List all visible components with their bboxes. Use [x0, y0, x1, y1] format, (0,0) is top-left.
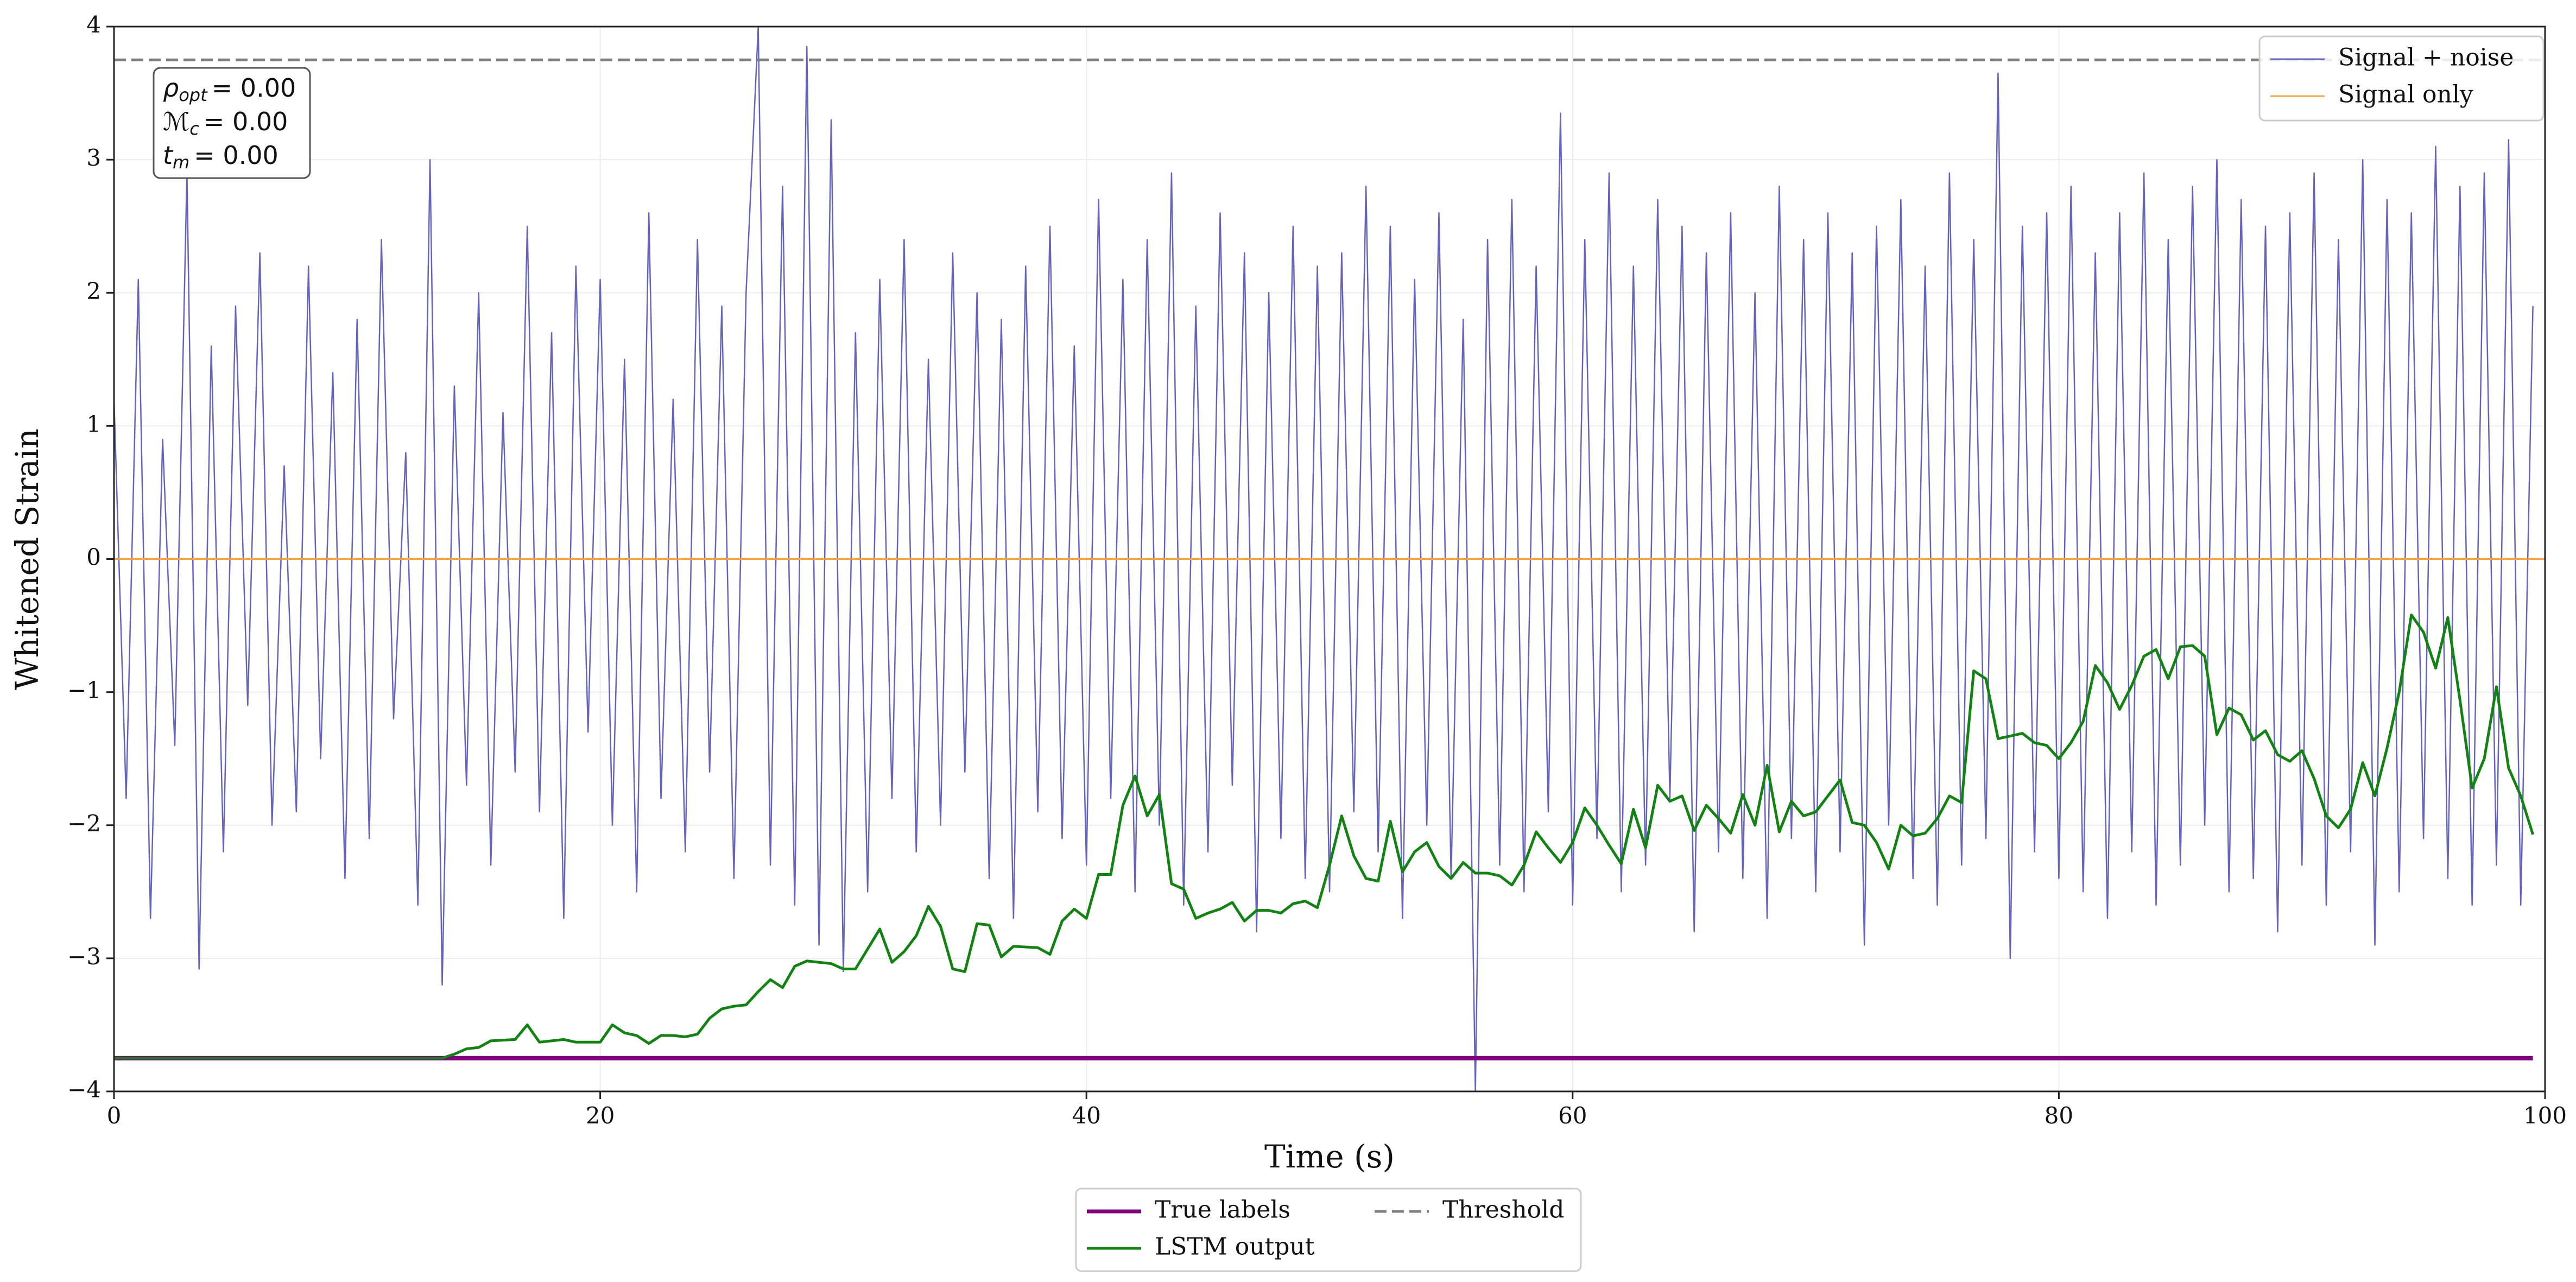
- annotation-subscript: m: [173, 152, 189, 173]
- legend-label: LSTM output: [1155, 1233, 1315, 1261]
- series-line: [114, 27, 2534, 1091]
- y-tick-label: −3: [67, 943, 101, 970]
- y-tick-label: −4: [67, 1076, 101, 1103]
- y-tick-label: 3: [86, 144, 101, 171]
- legend-label: Signal + noise: [2338, 44, 2514, 72]
- legends: Signal + noise Signal only True labels LSTM…: [1075, 35, 2545, 1272]
- annotation-subscript: opt: [179, 85, 208, 105]
- x-tick-label: 40: [1072, 1102, 1100, 1129]
- y-tick-label: 0: [86, 544, 101, 571]
- ticks: 0 20 40 60 80 100 −4 −3 −2 −1 0 1 2 3 4: [67, 11, 2567, 1129]
- legend-frame: [2258, 35, 2545, 122]
- annotation-subscript: c: [189, 118, 199, 139]
- y-tick-label: 4: [86, 11, 101, 38]
- y-tick-label: −2: [67, 810, 101, 837]
- y-tick-label: 2: [86, 277, 101, 304]
- annotation-box: ρopt = 0.00 ℳc = 0.00 tm = 0.00: [153, 67, 311, 179]
- x-tick-label: 20: [586, 1102, 615, 1129]
- annotation-value: = 0.00: [212, 73, 296, 103]
- plot-lines: [114, 27, 2545, 1091]
- y-tick-label: −1: [67, 677, 101, 704]
- legend-frame: [1075, 1188, 1582, 1272]
- x-tick-label: 100: [2523, 1102, 2567, 1129]
- y-tick-label: 1: [86, 411, 101, 437]
- annotation-value: = 0.00: [204, 107, 288, 136]
- annotation-symbol: ρ: [163, 73, 179, 103]
- annotation-value: = 0.00: [194, 141, 279, 170]
- annotation: ρopt = 0.00 ℳc = 0.00 tm = 0.00: [163, 73, 296, 173]
- legend-label: Signal only: [2338, 81, 2473, 109]
- x-tick-label: 60: [1558, 1102, 1587, 1129]
- x-tick-label: 80: [2045, 1102, 2073, 1129]
- legend-label: True labels: [1155, 1196, 1290, 1224]
- x-tick-label: 0: [107, 1102, 122, 1129]
- legend-label: Threshold: [1442, 1196, 1564, 1224]
- annotation-frame: [153, 67, 311, 179]
- series-line: [114, 613, 2534, 1060]
- x-axis-label: Time (s): [1264, 1138, 1395, 1175]
- annotation-symbol: t: [163, 141, 174, 170]
- y-axis-label: Whitened Strain: [9, 428, 46, 690]
- annotation-symbol: ℳ: [163, 107, 189, 136]
